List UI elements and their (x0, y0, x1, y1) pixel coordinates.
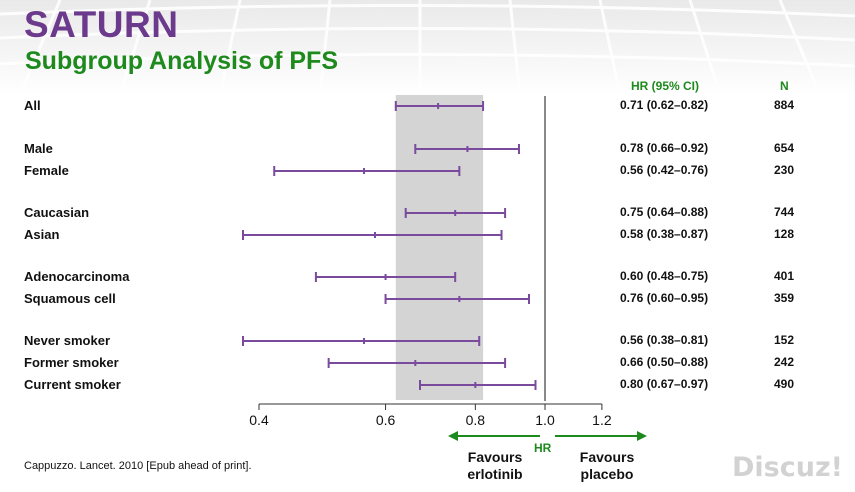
n-value: 654 (774, 141, 795, 155)
subgroup-label: Adenocarcinoma (24, 269, 130, 284)
slide-title: SATURN (24, 4, 179, 45)
hr-ci-value: 0.56 (0.42–0.76) (620, 163, 709, 177)
hr-ci-value: 0.76 (0.60–0.95) (620, 291, 709, 305)
subgroup-label: Asian (24, 227, 60, 242)
n-value: 242 (774, 355, 795, 369)
subgroup-label: Former smoker (24, 355, 119, 370)
subgroup-label: All (24, 98, 41, 113)
hr-ci-value: 0.80 (0.67–0.97) (620, 377, 709, 391)
subgroup-label: Female (24, 163, 69, 178)
subgroup-label: Male (24, 141, 53, 156)
favours-right-arrow-head (637, 431, 647, 441)
favours-right-line2: placebo (580, 466, 634, 482)
n-value: 359 (774, 291, 795, 305)
subgroup-label: Caucasian (24, 205, 90, 220)
favours-left-line1: Favours (467, 449, 523, 465)
hr-ci-value: 0.66 (0.50–0.88) (620, 355, 709, 369)
n-value: 884 (774, 98, 795, 112)
n-value: 401 (774, 269, 795, 283)
column-header-hr: HR (95% CI) (631, 79, 700, 93)
x-tick-label: 1.2 (592, 412, 612, 428)
n-value: 128 (774, 227, 795, 241)
x-tick-label: 0.4 (249, 412, 269, 428)
favours-left-line2: erlotinib (467, 466, 523, 482)
citation: Cappuzzo. Lancet. 2010 [Epub ahead of pr… (24, 460, 252, 472)
x-tick-label: 1.0 (535, 412, 555, 428)
favours-placebo-label: Favours placebo (562, 449, 652, 483)
x-tick-label: 0.8 (465, 412, 486, 428)
hr-ci-value: 0.58 (0.38–0.87) (620, 227, 709, 241)
n-value: 744 (774, 205, 795, 219)
n-value: 230 (774, 163, 795, 177)
slide-subtitle: Subgroup Analysis of PFS (25, 47, 338, 75)
favours-erlotinib-label: Favours erlotinib (448, 449, 542, 483)
hr-ci-value: 0.75 (0.64–0.88) (620, 205, 709, 219)
n-value: 490 (774, 377, 795, 391)
subgroup-label: Never smoker (24, 333, 110, 348)
hr-ci-value: 0.60 (0.48–0.75) (620, 269, 709, 283)
n-value: 152 (774, 333, 795, 347)
column-header-n: N (780, 79, 789, 93)
watermark-logo: Discuz! (732, 452, 843, 483)
x-tick-label: 0.6 (375, 412, 396, 428)
subgroup-label: Current smoker (24, 377, 121, 392)
favours-right-line1: Favours (579, 449, 635, 465)
overall-ci-band (395, 95, 484, 400)
hr-ci-value: 0.71 (0.62–0.82) (620, 98, 709, 112)
hr-ci-value: 0.78 (0.66–0.92) (620, 141, 709, 155)
favours-left-arrow-head (448, 431, 458, 441)
hr-ci-value: 0.56 (0.38–0.81) (620, 333, 709, 347)
x-axis-title: HR (534, 441, 552, 455)
subgroup-label: Squamous cell (24, 291, 116, 306)
